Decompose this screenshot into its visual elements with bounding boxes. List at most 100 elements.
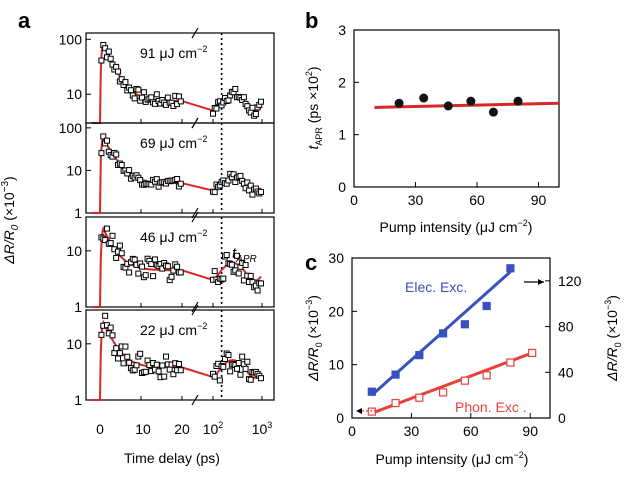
data-point (235, 359, 242, 366)
data-point (175, 360, 182, 367)
c-data-point (460, 376, 469, 385)
c-data-point (438, 329, 448, 338)
data-point (213, 105, 220, 112)
b-data-point (488, 107, 498, 117)
axis-break-top (191, 117, 199, 129)
c-x-tick-label: 90 (522, 423, 538, 439)
c-x-tick-label: 30 (404, 423, 420, 439)
panel-a-subplot-3: 10 1 46 μJ cm−2 (66, 211, 275, 315)
b-y-tick-label: 2 (338, 74, 346, 90)
data-point (210, 110, 216, 117)
data-point (103, 225, 110, 232)
c-y-left-tick-label: 0 (336, 410, 344, 426)
axis-break-bottom (191, 394, 199, 406)
c-data-point (528, 348, 537, 358)
data-point (161, 373, 168, 380)
b-data-point (466, 96, 476, 106)
c-y-right-tick-label: 40 (558, 364, 574, 380)
t-apr-annotation: tAPR (232, 245, 257, 265)
fit-curve-bridge (181, 100, 214, 112)
panel-b-frame (353, 29, 560, 188)
data-point (122, 79, 129, 86)
data-point (211, 373, 218, 380)
data-point (244, 179, 251, 186)
axis-break-top (191, 304, 199, 316)
data-point (102, 237, 109, 244)
data-point (258, 375, 265, 382)
data-point (258, 98, 265, 105)
a-xtick-1e2: 102 (203, 420, 224, 437)
data-point (234, 252, 241, 259)
data-point (150, 273, 157, 280)
y-tick-label: 10 (66, 336, 82, 352)
c-data-point (391, 398, 400, 408)
data-point (142, 368, 149, 375)
data-point (252, 111, 259, 118)
data-point (170, 371, 177, 378)
left-axis-arrowhead (356, 408, 362, 414)
data-point (232, 267, 239, 274)
data-point (164, 263, 171, 270)
data-point (220, 275, 227, 282)
panel-c-frame (351, 257, 551, 419)
data-point (216, 377, 223, 384)
c-data-point (506, 358, 515, 367)
data-point (135, 86, 142, 93)
panel-a-subplot-2: 100 10 1 69 μJ cm−2 (59, 117, 275, 221)
panel-a-ylabel: ΔR/R0 (×10−3) (0, 176, 21, 264)
data-point (113, 151, 120, 158)
c-data-point (438, 388, 448, 397)
b-data-point (513, 96, 523, 106)
c-data-point (367, 387, 376, 396)
data-point (237, 371, 244, 378)
data-point (211, 189, 218, 196)
data-point (249, 104, 256, 111)
data-point (242, 365, 249, 372)
data-point (115, 68, 122, 75)
b-x-tick-label: 30 (408, 192, 424, 208)
y-tick-label: 100 (59, 120, 83, 136)
data-point (177, 98, 184, 105)
data-point (142, 272, 149, 279)
data-point (228, 261, 235, 268)
y-tick-label: 1 (74, 392, 82, 408)
data-point (116, 350, 123, 357)
data-point (153, 176, 160, 183)
data-point (170, 267, 177, 274)
data-point (227, 368, 234, 375)
fluence-label: 46 μJ cm−2 (140, 228, 207, 245)
fluence-label: 91 μJ cm−2 (140, 44, 207, 61)
y-tick-label: 100 (59, 31, 83, 47)
data-point (177, 269, 184, 276)
data-point (247, 182, 254, 189)
b-data-point (419, 93, 429, 103)
b-y-tick-label: 0 (338, 179, 346, 195)
data-point (109, 232, 116, 239)
data-point (107, 55, 114, 62)
c-data-point (482, 371, 491, 380)
c-y-right-tick-label: 120 (558, 273, 582, 289)
data-point (113, 254, 120, 261)
data-point (164, 94, 171, 101)
data-point (232, 85, 239, 92)
panel-a-x-axis: 0 10 20 102 103 Time delay (ps) (96, 420, 272, 466)
data-point (153, 91, 160, 98)
subplot-frame (85, 309, 275, 401)
data-point (240, 94, 247, 101)
data-point (116, 242, 123, 249)
data-point (102, 45, 109, 52)
data-point (139, 263, 146, 270)
y-tick-label: 10 (66, 86, 82, 102)
data-point (237, 172, 244, 179)
data-point (239, 353, 246, 360)
b-x-tick-label: 90 (531, 192, 547, 208)
c-y-left-tick-label: 10 (328, 357, 344, 373)
data-point (254, 287, 261, 294)
c-data-point (415, 351, 424, 360)
data-point (115, 355, 122, 362)
data-point (225, 352, 232, 359)
panel-a-subplot-1: 100 10 91 μJ cm−2 (59, 27, 275, 129)
c-data-point (482, 301, 491, 311)
panel-b-ylabel: tAPR (ps ×102) (304, 66, 324, 149)
